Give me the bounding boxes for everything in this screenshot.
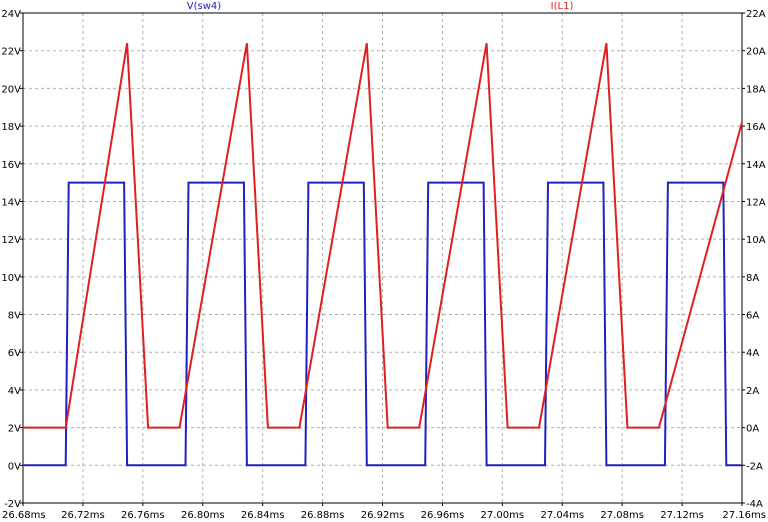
- y-right-tick-label: 8A: [746, 273, 759, 284]
- y-left-tick-label: 12V: [1, 235, 21, 246]
- x-tick-label: 26.68ms: [2, 510, 46, 521]
- grid-layer: [23, 13, 742, 503]
- y-left-tick-label: 8V: [8, 311, 21, 322]
- y-right-tick-label: 2A: [746, 386, 759, 397]
- y-left-tick-label: 2V: [8, 424, 21, 435]
- y-left-tick-label: -2V: [4, 499, 21, 510]
- y-right-tick-label: 16A: [746, 122, 766, 133]
- y-right-tick-label: 12A: [746, 197, 766, 208]
- y-left-tick-label: 20V: [1, 84, 21, 95]
- x-tick-label: 26.76ms: [121, 510, 165, 521]
- y-right-tick-label: -2A: [746, 461, 763, 472]
- y-left-tick-label: 24V: [1, 9, 21, 20]
- x-tick-label: 26.92ms: [361, 510, 405, 521]
- x-tick-label: 27.04ms: [540, 510, 584, 521]
- y-right-tick-label: 6A: [746, 311, 759, 322]
- y-left-tick-label: 16V: [1, 160, 21, 171]
- y-right-tick-label: -4A: [746, 499, 763, 510]
- y-right-tick-label: 14A: [746, 160, 766, 171]
- y-right-tick-label: 4A: [746, 348, 759, 359]
- y-left-tick-label: 22V: [1, 47, 21, 58]
- y-right-tick-label: 18A: [746, 84, 766, 95]
- x-tick-label: 26.88ms: [301, 510, 345, 521]
- series-layer: [23, 43, 743, 467]
- y-left-tick-label: 14V: [1, 197, 21, 208]
- y-right-tick-label: 10A: [746, 235, 766, 246]
- x-tick-label: 27.08ms: [600, 510, 644, 521]
- y-left-tick-label: 10V: [1, 273, 21, 284]
- x-tick-label: 26.72ms: [61, 510, 105, 521]
- x-tick-label: 27.16ms: [722, 510, 766, 521]
- y-left-tick-label: 6V: [8, 348, 21, 359]
- series-line-v-sw4: [23, 181, 742, 467]
- series-line-i-l1: [23, 43, 743, 429]
- y-left-tick-label: 0V: [8, 461, 21, 472]
- y-right-tick-label: 22A: [746, 9, 766, 20]
- x-tick-label: 26.96ms: [421, 510, 465, 521]
- x-tick-label: 27.00ms: [481, 510, 525, 521]
- tick-layer: 26.68ms 26.72ms 26.76ms 26.80ms 26.84ms 26.88…: [1, 9, 766, 521]
- legend-il1: I(L1): [551, 1, 574, 12]
- x-tick-label: 26.80ms: [181, 510, 225, 521]
- y-right-tick-label: 20A: [746, 47, 766, 58]
- y-right-tick-label: 0A: [746, 424, 759, 435]
- x-tick-label: 26.84ms: [241, 510, 285, 521]
- y-left-tick-label: 18V: [1, 122, 21, 133]
- y-left-tick-label: 4V: [8, 386, 21, 397]
- legend-vsw4: V(sw4): [187, 1, 221, 12]
- x-tick-label: 27.12ms: [660, 510, 704, 521]
